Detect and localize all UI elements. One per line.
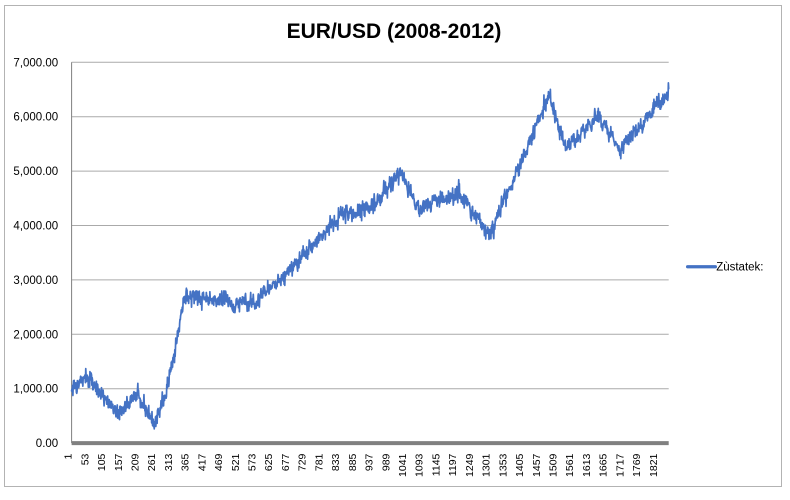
svg-text:261: 261 — [146, 453, 158, 471]
svg-text:469: 469 — [213, 453, 225, 471]
svg-text:1041: 1041 — [397, 453, 409, 477]
svg-text:1197: 1197 — [447, 453, 459, 476]
svg-text:1561: 1561 — [564, 453, 576, 477]
svg-text:Zùstatek:: Zùstatek: — [716, 262, 763, 274]
svg-text:625: 625 — [263, 453, 275, 471]
svg-text:0.00: 0.00 — [36, 438, 58, 450]
svg-text:573: 573 — [247, 453, 259, 471]
svg-text:6,000.00: 6,000.00 — [13, 112, 58, 124]
svg-text:4,000.00: 4,000.00 — [13, 221, 58, 233]
svg-text:2,000.00: 2,000.00 — [13, 329, 58, 341]
svg-text:1769: 1769 — [631, 453, 643, 477]
svg-text:5,000.00: 5,000.00 — [13, 166, 58, 178]
svg-text:1,000.00: 1,000.00 — [13, 384, 58, 396]
svg-text:1509: 1509 — [547, 453, 559, 477]
svg-text:365: 365 — [180, 453, 192, 471]
svg-text:1353: 1353 — [497, 453, 509, 477]
svg-text:1717: 1717 — [614, 453, 626, 477]
svg-text:833: 833 — [330, 453, 342, 471]
svg-text:1: 1 — [63, 453, 75, 459]
svg-text:989: 989 — [380, 453, 392, 471]
svg-text:1093: 1093 — [414, 453, 426, 477]
svg-text:1405: 1405 — [514, 453, 526, 477]
svg-text:105: 105 — [96, 453, 108, 471]
svg-text:937: 937 — [364, 453, 376, 471]
svg-text:7,000.00: 7,000.00 — [13, 57, 58, 69]
svg-text:209: 209 — [129, 453, 141, 471]
svg-text:1301: 1301 — [481, 453, 493, 477]
svg-text:1457: 1457 — [531, 453, 543, 477]
svg-text:1613: 1613 — [581, 453, 593, 477]
svg-text:781: 781 — [313, 453, 325, 471]
svg-text:677: 677 — [280, 453, 292, 471]
svg-text:1665: 1665 — [598, 453, 610, 477]
svg-text:1145: 1145 — [430, 453, 442, 476]
svg-text:53: 53 — [79, 453, 91, 465]
svg-text:313: 313 — [163, 453, 175, 471]
svg-text:1249: 1249 — [464, 453, 476, 477]
svg-text:1821: 1821 — [648, 453, 660, 477]
svg-text:729: 729 — [297, 453, 309, 471]
svg-text:3,000.00: 3,000.00 — [13, 275, 58, 287]
svg-text:157: 157 — [113, 453, 125, 471]
svg-text:885: 885 — [347, 453, 359, 471]
svg-text:521: 521 — [230, 453, 242, 471]
svg-text:417: 417 — [196, 453, 208, 471]
